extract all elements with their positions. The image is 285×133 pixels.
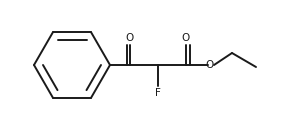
Text: O: O bbox=[206, 60, 214, 70]
Text: O: O bbox=[126, 33, 134, 43]
Text: F: F bbox=[155, 88, 161, 98]
Text: O: O bbox=[182, 33, 190, 43]
